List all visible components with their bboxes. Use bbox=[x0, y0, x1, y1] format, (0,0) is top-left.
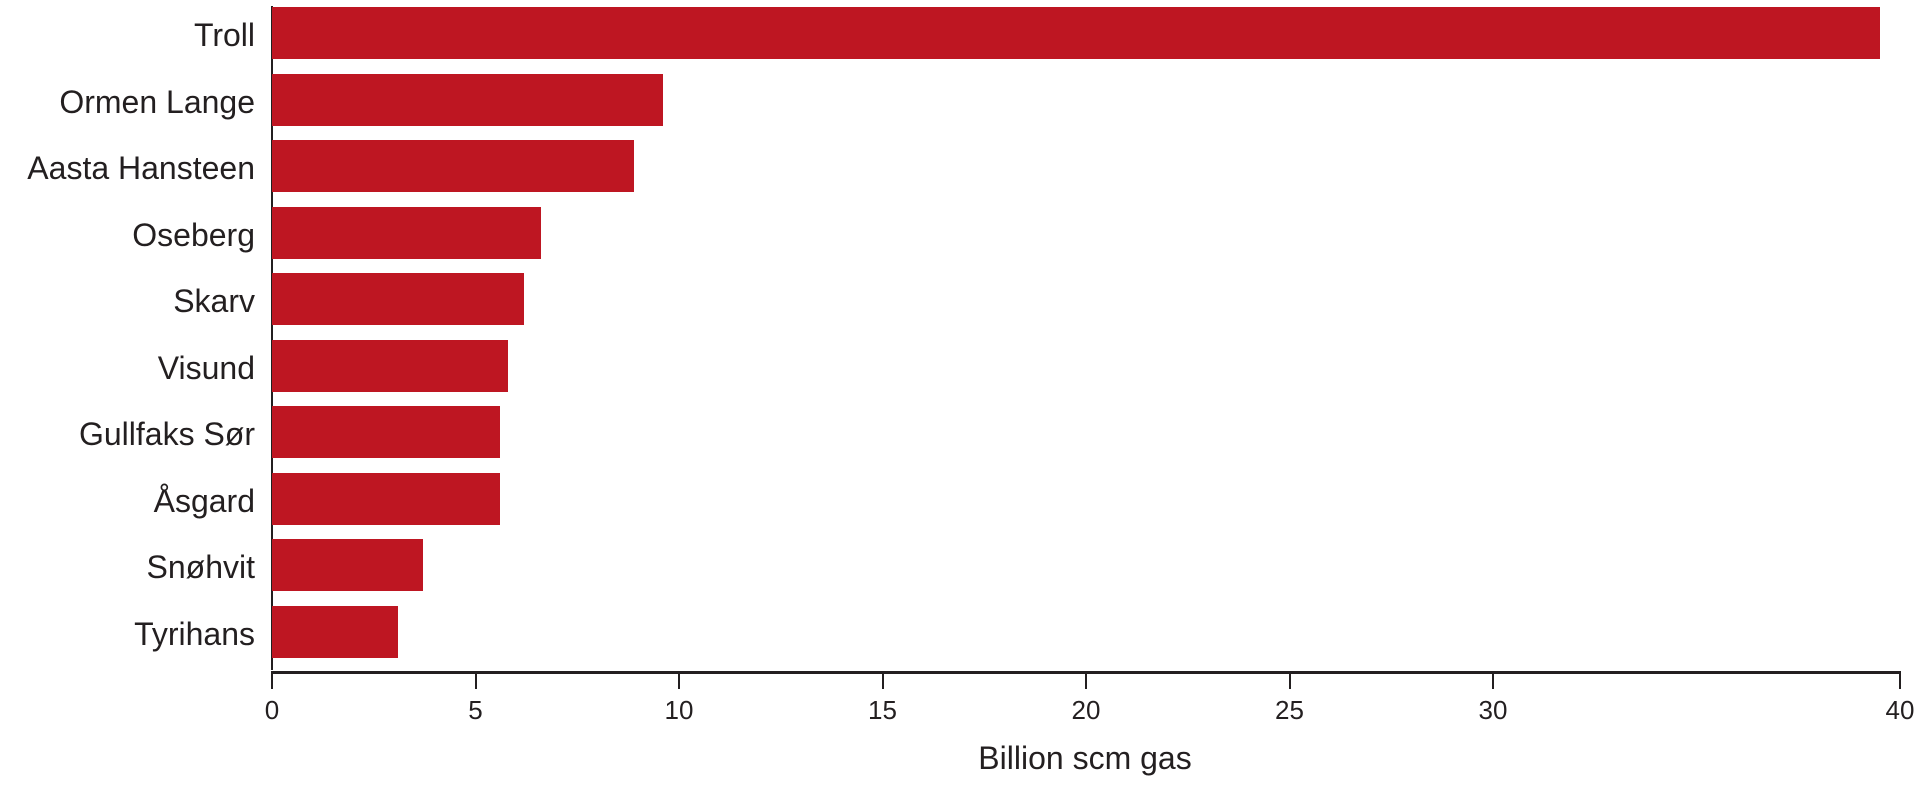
y-axis-line bbox=[271, 6, 273, 670]
category-label: Snøhvit bbox=[146, 549, 255, 585]
tick-mark bbox=[1085, 671, 1087, 689]
category-label: Åsgard bbox=[153, 482, 255, 519]
bar bbox=[272, 7, 1880, 59]
bar bbox=[272, 605, 399, 658]
tick-label: 40 bbox=[1885, 695, 1915, 725]
tick-mark bbox=[474, 671, 477, 689]
tick-label: 30 bbox=[1478, 695, 1508, 725]
bar bbox=[272, 140, 635, 192]
category-label: Gullfaks Sør bbox=[78, 416, 255, 452]
bar bbox=[272, 406, 500, 458]
category-label: Oseberg bbox=[132, 216, 255, 253]
category-label: Aasta Hansteen bbox=[27, 150, 255, 186]
tick-label: 5 bbox=[468, 695, 483, 725]
bar bbox=[272, 339, 509, 392]
tick-mark bbox=[1492, 671, 1494, 689]
bar bbox=[272, 273, 525, 325]
tick-mark bbox=[1899, 671, 1901, 689]
tick-label: 0 bbox=[264, 695, 280, 725]
category-label: Visund bbox=[157, 349, 255, 386]
tick-label: 20 bbox=[1071, 695, 1101, 725]
tick-label: 15 bbox=[868, 695, 897, 725]
category-label: Skarv bbox=[173, 283, 255, 319]
bar bbox=[272, 539, 423, 591]
bar bbox=[272, 472, 500, 525]
bar bbox=[272, 73, 663, 126]
tick-mark bbox=[271, 671, 273, 689]
tick-mark bbox=[1288, 671, 1291, 689]
category-label: Ormen Lange bbox=[59, 83, 255, 120]
tick-label: 10 bbox=[664, 695, 694, 725]
x-axis-title: Billion scm gas bbox=[978, 740, 1192, 776]
category-label: Tyrihans bbox=[134, 615, 255, 652]
tick-mark bbox=[678, 671, 680, 689]
tick-label: 25 bbox=[1275, 695, 1304, 725]
tick-mark bbox=[881, 671, 884, 689]
bar bbox=[272, 206, 541, 259]
category-label: Troll bbox=[193, 17, 255, 53]
